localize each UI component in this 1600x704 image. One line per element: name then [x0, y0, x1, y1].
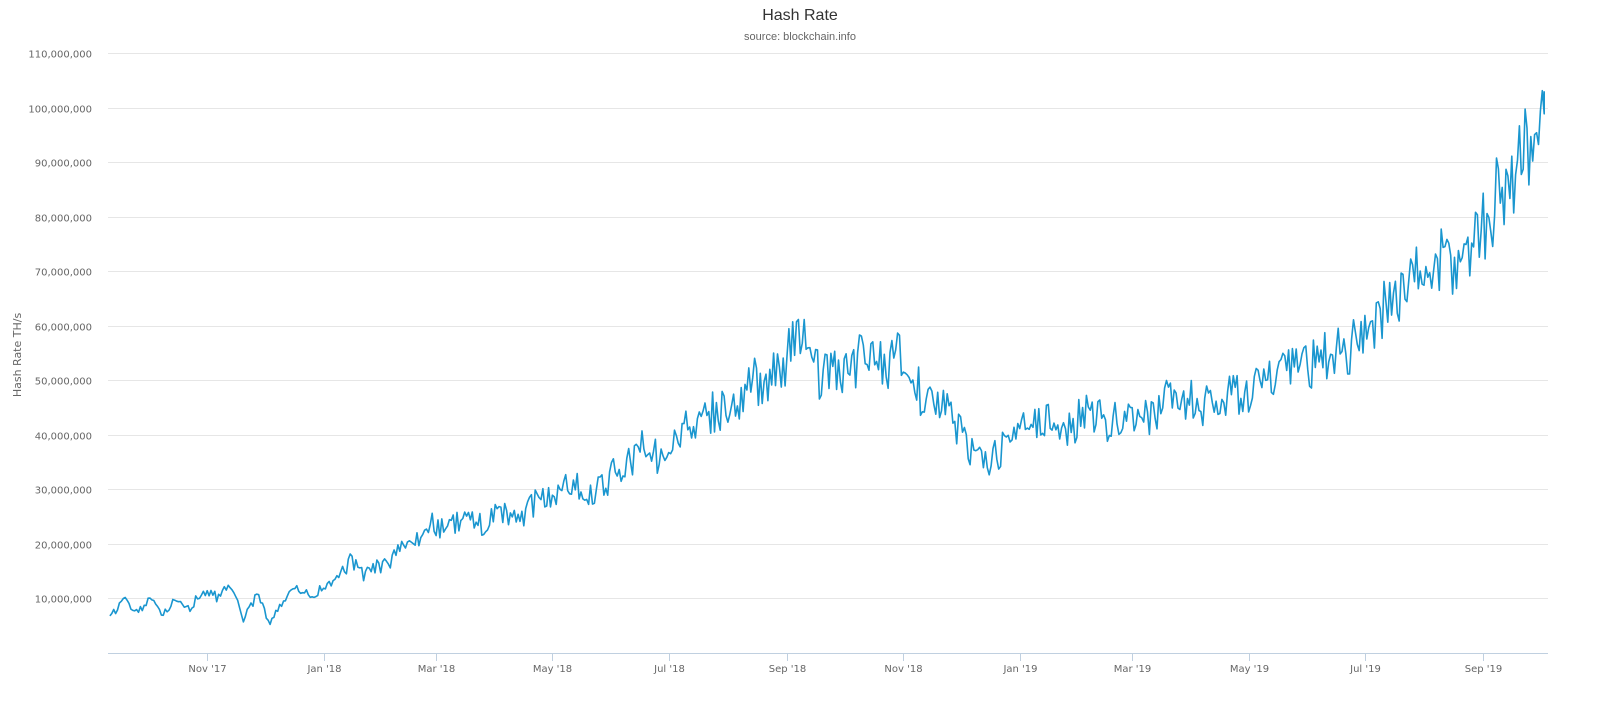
x-tick-label: Sep '18 — [769, 664, 807, 675]
y-tick-label: 20,000,000 — [35, 541, 92, 552]
y-tick-label: 40,000,000 — [35, 432, 92, 443]
series-line — [109, 89, 1545, 626]
y-axis-label: Hash Rate TH/s — [11, 313, 24, 398]
x-tick-label: Jan '19 — [1002, 664, 1037, 675]
y-tick-label: 80,000,000 — [35, 214, 92, 225]
chart-subtitle: source: blockchain.info — [744, 31, 856, 43]
y-tick-label: 90,000,000 — [35, 159, 92, 170]
x-tick-label: Nov '18 — [884, 664, 922, 675]
x-tick-label: Mar '19 — [1114, 664, 1152, 675]
x-tick-label: Sep '19 — [1465, 664, 1503, 675]
x-tick-label: Jan '18 — [306, 664, 341, 675]
chart-title: Hash Rate — [762, 7, 838, 24]
y-tick-label: 10,000,000 — [35, 595, 92, 606]
y-tick-label: 30,000,000 — [35, 486, 92, 497]
x-tick-label: Nov '17 — [188, 664, 226, 675]
y-tick-label: 70,000,000 — [35, 268, 92, 279]
y-tick-label: 50,000,000 — [35, 377, 92, 388]
y-tick-label: 100,000,000 — [28, 105, 92, 116]
x-tick-label: May '19 — [1230, 664, 1269, 675]
x-tick-label: May '18 — [533, 664, 572, 675]
x-tick-label: Jul '19 — [1349, 664, 1381, 675]
y-tick-label: 60,000,000 — [35, 323, 92, 334]
x-tick-label: Mar '18 — [418, 664, 456, 675]
x-tick-label: Jul '18 — [653, 664, 685, 675]
y-tick-label: 110,000,000 — [28, 50, 92, 61]
